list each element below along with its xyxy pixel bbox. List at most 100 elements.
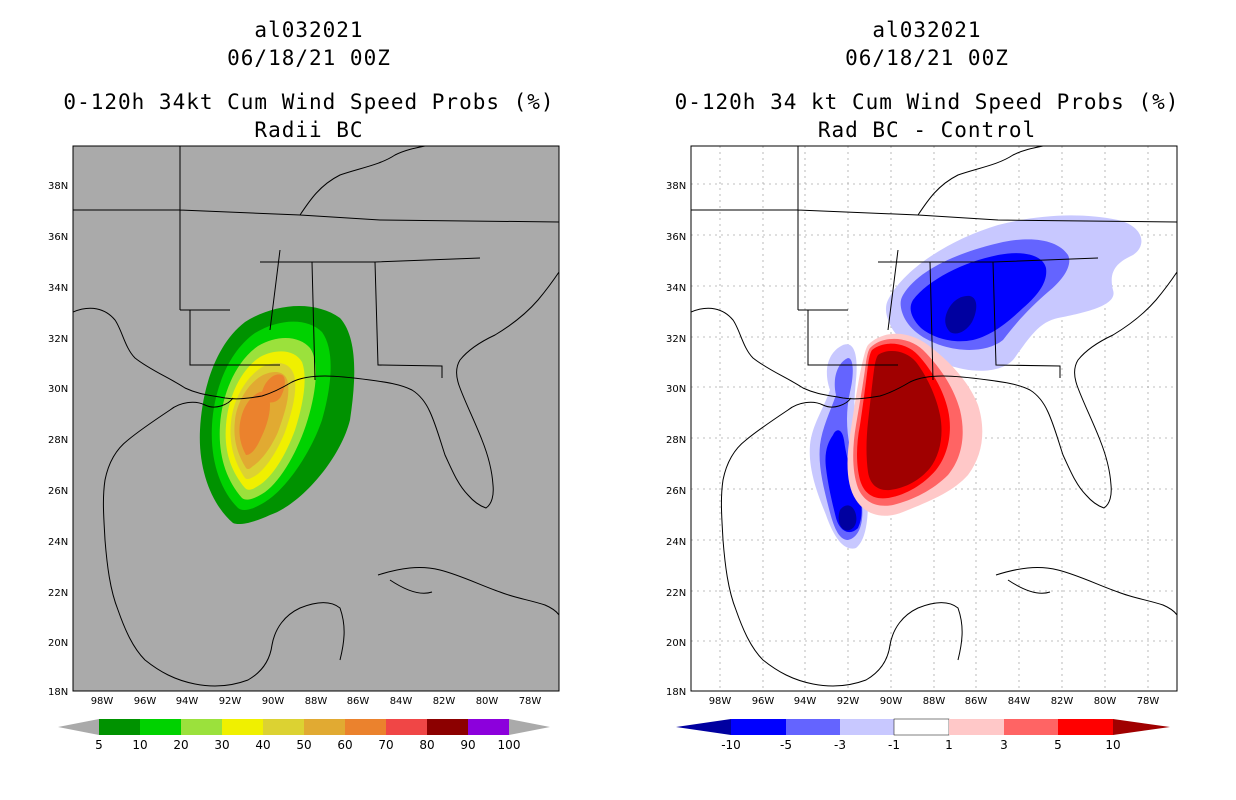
lat-label: 34N [48, 283, 68, 294]
lon-label: 98W [91, 696, 114, 707]
colorbar-label: 100 [498, 738, 521, 752]
colorbar-swatch [99, 719, 140, 735]
colorbar-swatch [427, 719, 468, 735]
contour-neg5-sw [825, 430, 862, 533]
lat-label: 38N [48, 181, 68, 192]
colorbar-label: -1 [888, 738, 900, 752]
coastlines [691, 146, 1177, 687]
contour-neg10-sw [838, 505, 857, 531]
contour-neg10-north [945, 295, 977, 334]
colorbar-label: 30 [214, 738, 229, 752]
plot-subtitle: Radii BC [254, 118, 364, 142]
colorbar-right [676, 718, 1170, 736]
colorbar-labels: -10 -5 -3 -1 1 3 5 10 [721, 738, 1120, 752]
colorbar-label: -3 [834, 738, 846, 752]
lon-label: 98W [709, 696, 732, 707]
colorbar-swatch [1058, 719, 1113, 735]
colorbar-swatch [386, 719, 427, 735]
plot-title: 0-120h 34 kt Cum Wind Speed Probs (%) [674, 90, 1180, 114]
lon-label: 88W [923, 696, 946, 707]
lon-label: 88W [305, 696, 328, 707]
colorbar-swatch [222, 719, 263, 735]
right-panel: al032021 06/18/21 00Z 0-120h 34 kt Cum W… [618, 0, 1236, 800]
lon-label: 90W [262, 696, 285, 707]
lat-label: 22N [666, 588, 686, 599]
lat-label: 18N [48, 687, 68, 698]
lon-label: 82W [433, 696, 456, 707]
colorbar-arrow-low [676, 719, 731, 735]
colorbar-swatch [140, 719, 181, 735]
lat-label: 34N [666, 283, 686, 294]
lat-label: 24N [48, 537, 68, 548]
plot-subtitle: Rad BC - Control [817, 118, 1037, 142]
lat-labels: 38N 36N 34N 32N 30N 28N 26N 24N 22N 20N … [666, 181, 686, 698]
date-label: 06/18/21 00Z [845, 46, 1009, 70]
colorbar-swatch [181, 719, 222, 735]
lat-label: 26N [48, 486, 68, 497]
colorbar-swatch [304, 719, 345, 735]
lat-label: 22N [48, 588, 68, 599]
colorbar-label: 10 [132, 738, 147, 752]
colorbar-arrow-high [1113, 719, 1170, 735]
lon-label: 78W [1137, 696, 1160, 707]
colorbar-swatch [893, 718, 950, 736]
contour-60-north [262, 374, 285, 403]
lon-labels: 98W 96W 94W 92W 90W 88W 86W 84W 82W 80W … [709, 696, 1160, 707]
colorbar-left [58, 719, 550, 735]
lon-label: 96W [134, 696, 157, 707]
colorbar-label: 20 [173, 738, 188, 752]
map-frame [690, 145, 1178, 692]
colorbar-swatch [345, 719, 386, 735]
colorbar-label: 50 [296, 738, 311, 752]
lat-label: 20N [666, 638, 686, 649]
lon-label: 86W [965, 696, 988, 707]
storm-id: al032021 [872, 18, 982, 42]
colorbar-label: 70 [378, 738, 393, 752]
left-map-svg: 38N 36N 34N 32N 30N 28N 26N 24N 22N 20N … [48, 145, 560, 752]
lon-label: 94W [176, 696, 199, 707]
lat-label: 30N [48, 384, 68, 395]
lon-label: 84W [1008, 696, 1031, 707]
lat-label: 30N [666, 384, 686, 395]
lon-label: 84W [390, 696, 413, 707]
colorbar-swatch [263, 719, 304, 735]
colorbar-swatch [731, 719, 786, 735]
colorbar-label: 10 [1105, 738, 1120, 752]
colorbar-label: 1 [945, 738, 953, 752]
lat-label: 32N [48, 334, 68, 345]
lat-label: 28N [666, 435, 686, 446]
lon-label: 96W [752, 696, 775, 707]
difference-contours [809, 215, 1142, 549]
storm-id: al032021 [254, 18, 364, 42]
lon-label: 90W [880, 696, 903, 707]
colorbar-label: 60 [337, 738, 352, 752]
colorbar-swatch [840, 719, 894, 735]
coastlines [73, 146, 559, 687]
lon-label: 80W [476, 696, 499, 707]
right-map-svg: 38N 36N 34N 32N 30N 28N 26N 24N 22N 20N … [666, 145, 1178, 752]
lat-labels: 38N 36N 34N 32N 30N 28N 26N 24N 22N 20N … [48, 181, 68, 698]
lon-labels: 98W 96W 94W 92W 90W 88W 86W 84W 82W 80W … [91, 696, 542, 707]
lat-label: 20N [48, 638, 68, 649]
lon-label: 82W [1051, 696, 1074, 707]
colorbar-label: 5 [95, 738, 103, 752]
lon-label: 86W [347, 696, 370, 707]
lon-label: 80W [1094, 696, 1117, 707]
colorbar-label: 3 [1000, 738, 1008, 752]
lat-label: 36N [666, 232, 686, 243]
colorbar-arrow-high [509, 719, 550, 735]
colorbar-label: 80 [419, 738, 434, 752]
lon-label: 92W [219, 696, 242, 707]
lat-label: 28N [48, 435, 68, 446]
colorbar-arrow-low [58, 719, 99, 735]
left-panel: al032021 06/18/21 00Z 0-120h 34kt Cum Wi… [48, 18, 560, 752]
colorbar-label: 40 [255, 738, 270, 752]
lat-label: 18N [666, 687, 686, 698]
colorbar-label: 5 [1054, 738, 1062, 752]
contour-pos10 [866, 350, 942, 491]
colorbar-label: 90 [460, 738, 475, 752]
map-frame [72, 145, 560, 692]
colorbar-labels: 5 10 20 30 40 50 60 70 80 90 100 [95, 738, 520, 752]
lat-label: 32N [666, 334, 686, 345]
contour-60 [239, 391, 270, 455]
